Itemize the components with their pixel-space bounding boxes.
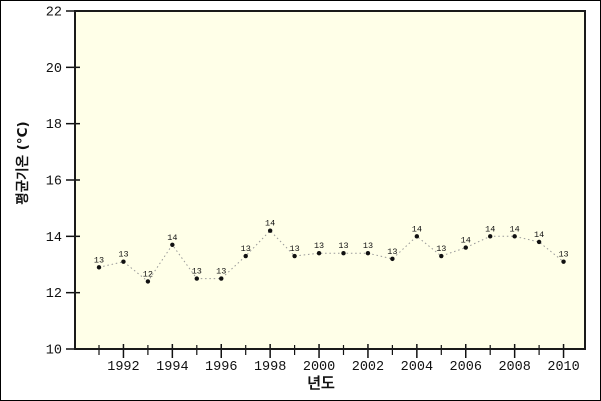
data-point	[96, 265, 102, 270]
point-label: 13	[436, 244, 446, 254]
x-axis-title: 년도	[307, 374, 335, 392]
data-point	[536, 239, 542, 245]
series-line	[98, 229, 564, 283]
x-tick-label: 2002	[352, 360, 384, 375]
y-tick-label: 10	[46, 344, 62, 359]
data-series: 13 13 12 14 13 13 13 14 13 13 13 13 13 14 13 14 14 14 14 13	[94, 219, 569, 284]
x-tick-label: 1994	[156, 360, 188, 375]
point-label: 13	[192, 267, 202, 277]
y-tick-label: 16	[46, 175, 62, 190]
data-point	[170, 242, 175, 247]
point-label: 13	[363, 241, 373, 251]
data-point	[267, 228, 273, 233]
y-tick-label: 22	[46, 6, 62, 21]
x-tick-label: 1992	[107, 360, 139, 375]
point-label: 13	[338, 241, 348, 251]
data-point	[512, 234, 517, 239]
y-axis-title: 평균기온 (°C)	[14, 121, 31, 204]
x-tick-label: 2008	[498, 360, 530, 375]
y-tick-label: 14	[46, 231, 62, 246]
data-point	[488, 234, 493, 239]
data-point	[316, 251, 322, 256]
point-label: 13	[118, 250, 128, 260]
point-label: 14	[167, 233, 177, 243]
data-point	[121, 259, 126, 264]
point-label: 13	[314, 241, 324, 251]
point-label: 14	[265, 219, 275, 229]
data-point	[341, 251, 346, 256]
y-tick-label: 12	[46, 287, 62, 302]
point-label: 13	[94, 255, 104, 265]
x-tick-label: 1996	[205, 360, 237, 375]
x-tick-label: 1998	[254, 360, 286, 375]
data-point	[219, 276, 224, 281]
point-label: 14	[510, 224, 520, 234]
data-point	[561, 259, 566, 264]
point-label: 13	[289, 244, 299, 254]
point-label: 14	[461, 236, 471, 246]
data-point	[414, 234, 420, 239]
data-point	[365, 251, 371, 256]
point-label: 14	[485, 224, 495, 234]
x-tick-label: 2006	[450, 360, 482, 375]
y-axis: 10 12 14 16 18 20 22	[46, 6, 80, 359]
data-point	[463, 245, 468, 250]
point-label: 14	[534, 230, 544, 240]
point-label: 13	[216, 267, 226, 277]
data-point	[145, 279, 151, 284]
data-point	[390, 256, 395, 262]
x-tick-label: 2004	[401, 360, 433, 375]
point-label: 13	[558, 250, 568, 260]
plot-area	[75, 11, 585, 349]
y-tick-label: 20	[46, 62, 62, 77]
y-tick-label: 18	[46, 118, 62, 133]
point-label: 13	[241, 244, 251, 254]
point-label: 14	[412, 224, 422, 234]
plot-frame	[74, 10, 586, 350]
data-point	[194, 276, 199, 281]
point-label: 12	[143, 269, 153, 279]
x-tick-label: 2000	[303, 360, 335, 375]
data-point	[439, 253, 444, 259]
data-point	[292, 253, 297, 259]
x-tick-label: 2010	[547, 360, 579, 375]
point-label: 13	[387, 247, 397, 257]
data-point	[243, 253, 248, 259]
